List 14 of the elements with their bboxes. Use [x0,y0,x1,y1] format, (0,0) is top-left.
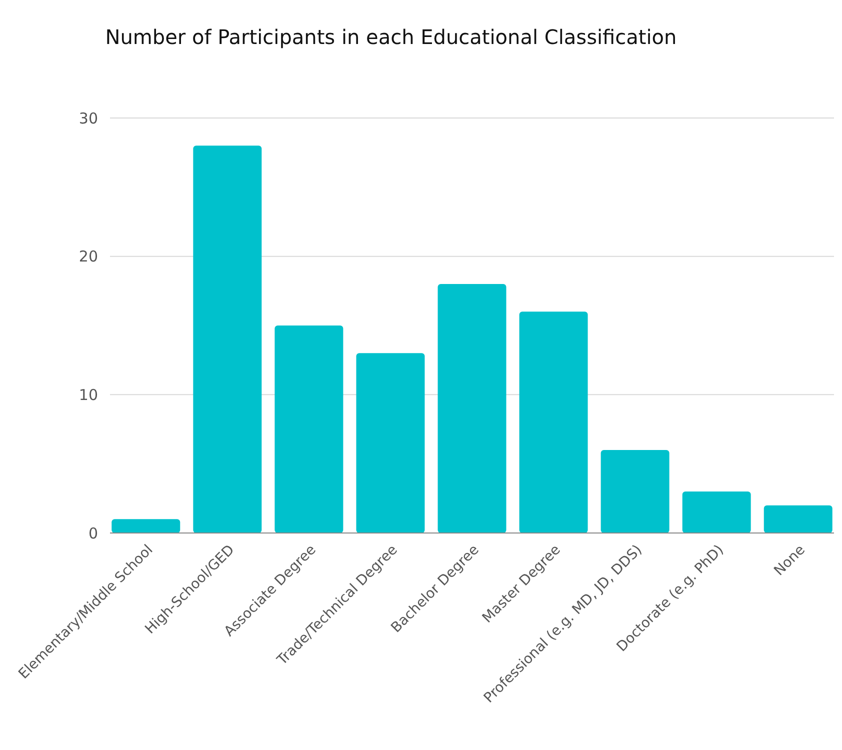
bar [112,519,180,533]
bar [519,312,588,533]
bar [274,326,344,533]
bar [600,450,670,533]
y-tick-label: 20 [78,248,98,266]
bar [682,492,751,533]
y-tick-label: 30 [78,109,98,128]
y-tick-label: 0 [88,524,98,542]
bar [193,146,262,533]
chart-title: Number of Participants in each Educational Classification [105,25,677,49]
bar [438,284,506,533]
bar [764,505,832,533]
bar [356,353,425,533]
y-tick-label: 10 [78,386,98,404]
